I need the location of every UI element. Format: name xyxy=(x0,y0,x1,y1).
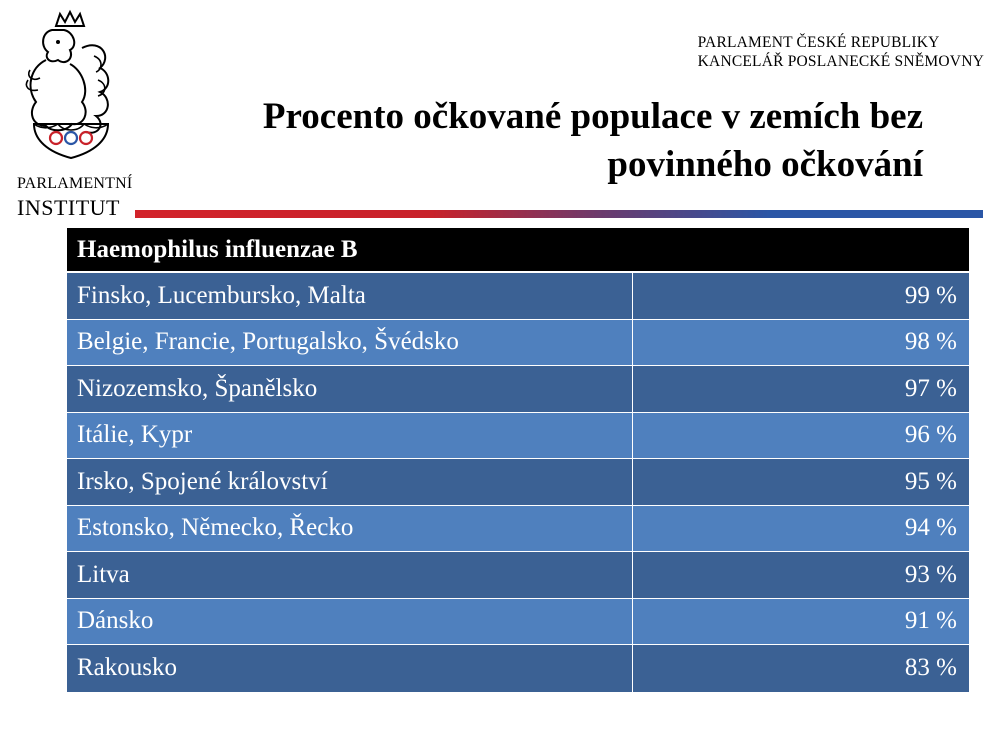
percent-cell: 83 % xyxy=(904,654,957,682)
table-row: Litva 93 % xyxy=(67,552,969,599)
percent-cell: 95 % xyxy=(904,467,957,495)
table-row: Rakousko 83 % xyxy=(67,645,969,692)
country-cell: Rakousko xyxy=(67,645,633,692)
percent-cell: 97 % xyxy=(904,374,957,402)
country-cell: Dánsko xyxy=(67,598,633,644)
table-row: Nizozemsko, Španělsko 97 % xyxy=(67,366,969,413)
percent-cell: 91 % xyxy=(904,607,957,635)
table-body: Finsko, Lucembursko, Malta 99 % Belgie, Fr… xyxy=(67,273,969,692)
table-row: Irsko, Spojené království 95 % xyxy=(67,459,969,506)
percent-cell: 98 % xyxy=(904,328,957,356)
org-line2: KANCELÁŘ POSLANECKÉ SNĚMOVNY xyxy=(697,53,984,70)
institute-line2: INSTITUT xyxy=(17,195,120,220)
country-cell: Nizozemsko, Španělsko xyxy=(67,366,633,412)
table-row: Dánsko 91 % xyxy=(67,598,969,645)
institute-line1: PARLAMENTNÍ xyxy=(17,175,133,192)
vaccination-table: Haemophilus influenzae B Finsko, Lucembu… xyxy=(67,228,969,692)
country-cell: Irsko, Spojené království xyxy=(67,459,633,505)
gradient-divider xyxy=(135,210,983,218)
table-row: Itálie, Kypr 96 % xyxy=(67,412,969,459)
country-cell: Itálie, Kypr xyxy=(67,412,633,458)
percent-cell: 93 % xyxy=(904,560,957,588)
country-cell: Finsko, Lucembursko, Malta xyxy=(67,273,633,319)
percent-cell: 94 % xyxy=(904,514,957,542)
czech-lion-emblem-icon xyxy=(25,9,110,160)
parliament-logo xyxy=(12,8,127,168)
country-cell: Estonsko, Německo, Řecko xyxy=(67,505,633,551)
country-cell: Belgie, Francie, Portugalsko, Švédsko xyxy=(67,319,633,365)
table-row: Belgie, Francie, Portugalsko, Švédsko 98 … xyxy=(67,319,969,366)
page-title: Procento očkované populace v zemích bez … xyxy=(123,93,923,189)
institute-label: PARLAMENTNÍ INSTITUT xyxy=(17,176,132,219)
title-line2: povinného očkování xyxy=(607,144,923,185)
org-line1: PARLAMENT ČESKÉ REPUBLIKY xyxy=(697,34,940,51)
percent-cell: 96 % xyxy=(904,421,957,449)
title-line1: Procento očkované populace v zemích bez xyxy=(262,96,923,137)
country-cell: Litva xyxy=(67,552,633,598)
percent-cell: 99 % xyxy=(904,281,957,309)
table-header: Haemophilus influenzae B xyxy=(67,228,969,273)
table-row: Finsko, Lucembursko, Malta 99 % xyxy=(67,273,969,320)
table-row: Estonsko, Německo, Řecko 94 % xyxy=(67,505,969,552)
organization-header: PARLAMENT ČESKÉ REPUBLIKY KANCELÁŘ POSLA… xyxy=(698,33,984,71)
